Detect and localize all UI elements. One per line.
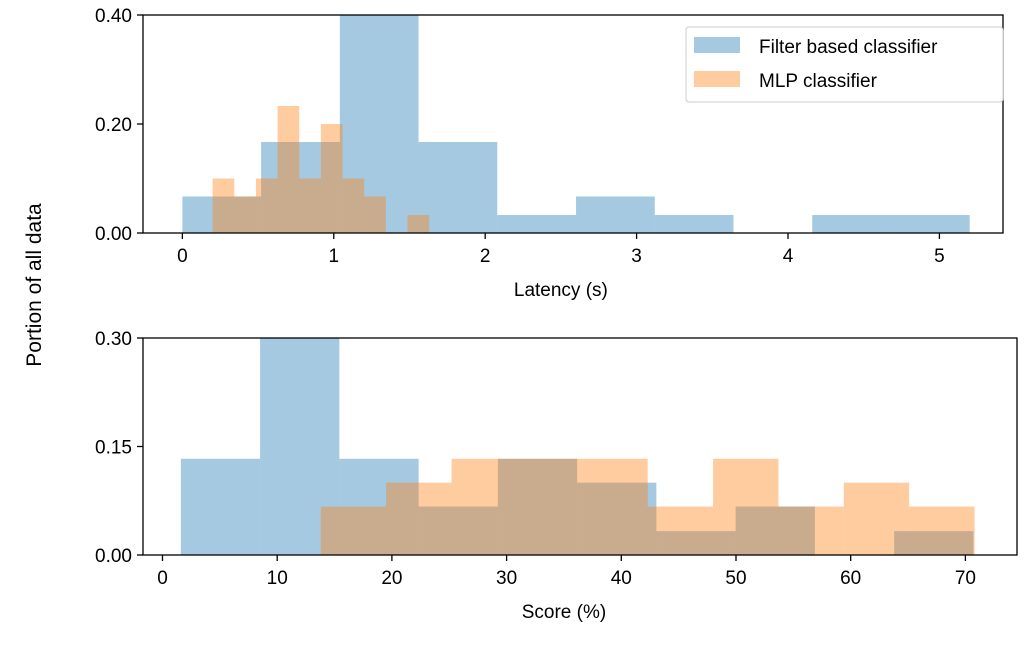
x-tick-label: 60 <box>840 568 861 589</box>
x-tick-label: 1 <box>328 246 339 267</box>
filter-bar <box>812 215 891 233</box>
legend-label-mlp: MLP classifier <box>759 71 878 92</box>
legend-frame <box>685 26 1004 103</box>
filter-bar <box>260 338 340 555</box>
legend-swatch-filter <box>694 37 740 53</box>
mlp-bar <box>407 215 430 233</box>
mlp-bar <box>516 458 583 555</box>
x-axis-label: Latency (s) <box>514 280 608 301</box>
x-tick-label: 2 <box>480 246 491 267</box>
x-tick-label: 0 <box>177 246 188 267</box>
mlp-bar <box>647 506 714 555</box>
mlp-bar <box>843 482 910 555</box>
mlp-bar <box>234 196 256 233</box>
x-tick-label: 3 <box>631 246 642 267</box>
filter-bar <box>894 531 974 555</box>
y-tick-label: 0.40 <box>95 6 132 27</box>
y-tick-label: 0.20 <box>95 115 132 136</box>
filter-bar <box>339 15 419 233</box>
mlp-bar <box>582 458 648 555</box>
filter-bar <box>577 482 657 555</box>
y-tick-label: 0.15 <box>95 438 132 459</box>
filter-bar <box>890 215 970 233</box>
latency-histogram: 0 1 2 3 4 5 0.00 0.20 0.40 Latency (s) <box>95 6 1004 301</box>
x-tick-label: 20 <box>381 568 402 589</box>
mlp-bar <box>320 506 387 555</box>
y-tick-label: 0.00 <box>95 224 132 245</box>
shared-y-axis-label: Portion of all data <box>23 203 46 367</box>
score-histogram: 0 10 20 30 40 50 60 70 0.00 0.15 0.30 Score (%) <box>95 329 1018 623</box>
filter-bar <box>418 506 498 555</box>
mlp-bar <box>299 178 321 233</box>
mlp-bar <box>778 506 844 555</box>
filter-bar <box>654 215 734 233</box>
x-tick-label: 10 <box>267 568 288 589</box>
x-tick-label: 40 <box>611 568 632 589</box>
y-tick-label: 0.00 <box>95 546 132 567</box>
mlp-bar <box>909 506 975 555</box>
filter-bar <box>418 141 498 233</box>
legend-label-filter: Filter based classifier <box>759 37 938 58</box>
mlp-bar <box>386 482 452 555</box>
mlp-bar <box>320 124 343 233</box>
filter-bar <box>497 458 578 555</box>
mlp-bar <box>451 458 517 555</box>
mlp-bar <box>255 178 278 233</box>
mlp-bar <box>713 458 779 555</box>
filter-bar <box>261 141 340 233</box>
x-axis-label: Score (%) <box>522 602 606 623</box>
y-tick-label: 0.30 <box>95 329 132 350</box>
filter-bar <box>735 506 815 555</box>
filter-bar <box>497 215 577 233</box>
mlp-bar <box>277 106 300 233</box>
x-tick-label: 70 <box>955 568 976 589</box>
filter-bar <box>339 458 419 555</box>
mlp-bar <box>342 178 365 233</box>
x-tick-label: 4 <box>783 246 794 267</box>
mlp-bar <box>364 196 386 233</box>
x-tick-label: 30 <box>496 568 517 589</box>
filter-bar <box>656 531 736 555</box>
filter-bar <box>576 196 655 233</box>
x-tick-label: 0 <box>157 568 168 589</box>
legend: Filter based classifier MLP classifier <box>685 26 1004 103</box>
x-tick-label: 5 <box>934 246 945 267</box>
mlp-bar <box>212 178 235 233</box>
filter-bar <box>180 458 261 555</box>
x-tick-label: 50 <box>725 568 746 589</box>
filter-bar <box>182 196 262 233</box>
legend-swatch-mlp <box>694 71 740 87</box>
